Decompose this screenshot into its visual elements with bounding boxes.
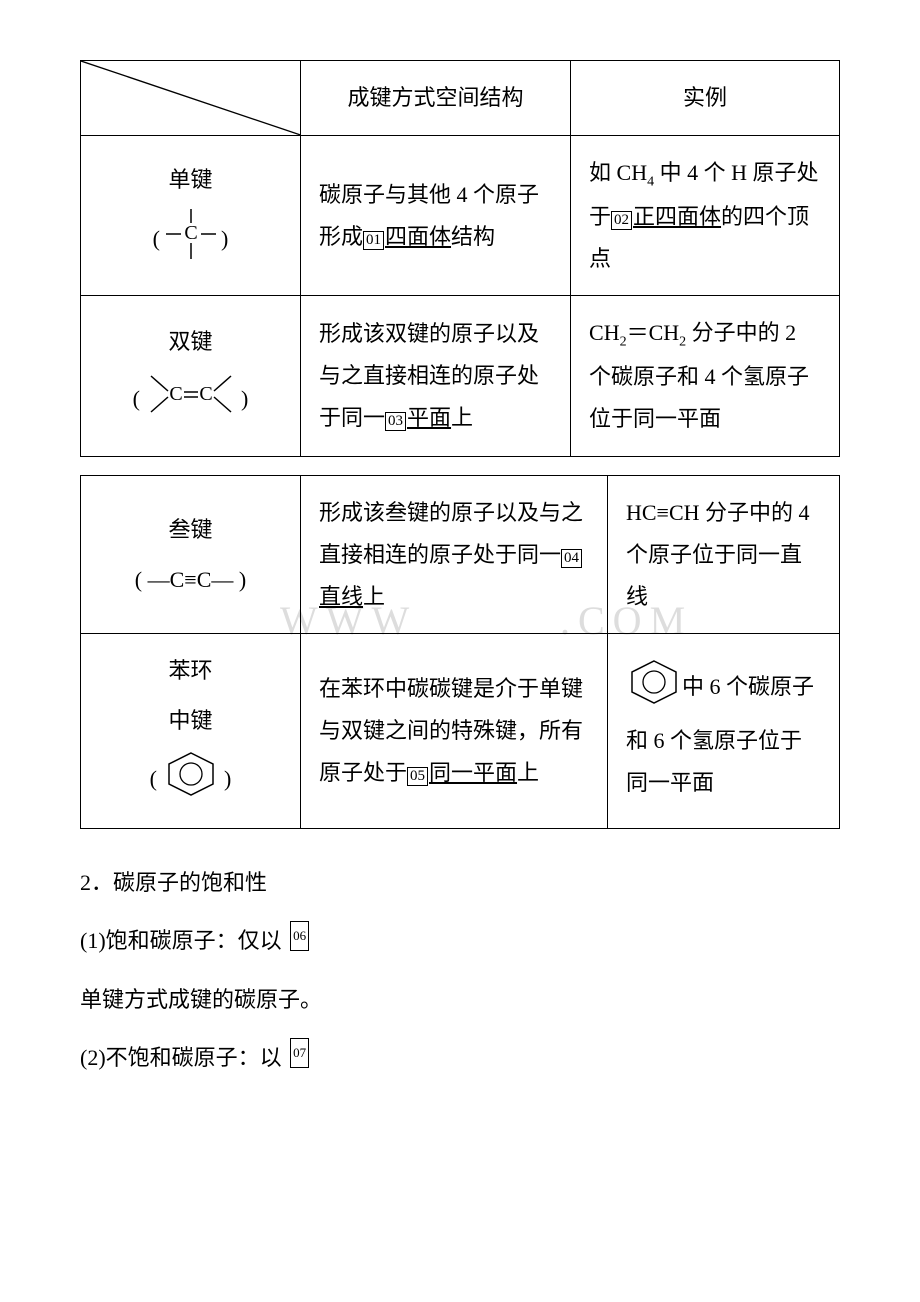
box-number-super: 06 [290,921,309,952]
bond-structure-benzene: ( ) [150,766,232,791]
col2-cell: 形成该叁键的原子以及与之直接相连的原子处于同一04 直线上 [301,475,608,633]
bond-structure-single: ( C ) [153,226,229,251]
box-number: 03 [385,412,406,431]
cell-text: 上 [451,405,473,430]
svg-text:C: C [169,383,182,405]
underlined-term: 平面 [407,405,451,430]
item-1-line1: (1)饱和碳原子：仅以 06 [80,917,840,965]
underlined-term: 正四面体 [633,204,721,229]
bond-table-bottom: 叁键 ( —C≡C— ) 形成该叁键的原子以及与之直接相连的原子处于同一04 直线… [80,475,840,829]
cell-text: 上 [363,584,385,609]
item-1-line2: 单键方式成键的碳原子。 [80,976,840,1024]
bond-cell-double: 双键 ( C C ) [81,296,301,457]
benzene-ring-icon [626,658,682,706]
benzene-inline [626,658,682,720]
bond-label-line1: 苯环 [99,650,282,692]
cell-text: ＝CH [627,320,680,345]
box-number-super: 07 [290,1038,309,1069]
header-col2: 成键方式空间结构 [301,61,571,136]
col3-cell: 如 CH4 中 4 个 H 原子处于02正四面体的四个顶点 [571,135,840,296]
item-text: (2)不饱和碳原子：以 [80,1045,282,1070]
item-2-line1: (2)不饱和碳原子：以 07 [80,1034,840,1082]
svg-text:C: C [199,383,212,405]
underlined-term: 同一平面 [429,760,517,785]
col2-cell: 形成该双键的原子以及与之直接相连的原子处于同一03平面上 [301,296,571,457]
table-gap [80,457,840,475]
item-text: (1)饱和碳原子：仅以 [80,928,282,953]
box-number: 01 [363,231,384,250]
diagonal-line-icon [81,61,300,135]
bond-structure-triple: ( —C≡C— ) [135,567,246,592]
cell-text: 如 CH [589,160,647,185]
bond-label-line2: 中键 [99,700,282,742]
benzene-ring-icon [163,750,219,798]
col2-cell: 碳原子与其他 4 个原子形成01四面体结构 [301,135,571,296]
svg-text:C: C [184,222,197,244]
bond-cell-single: 单键 ( C ) [81,135,301,296]
bond-cell-benzene: 苯环 中键 ( ) [81,634,301,828]
subscript: 2 [620,335,627,350]
box-number: 04 [561,549,582,568]
saturation-section: 2．碳原子的饱和性 (1)饱和碳原子：仅以 06 单键方式成键的碳原子。 (2)… [80,859,840,1083]
table-row: 苯环 中键 ( ) 在苯环中碳碳键是介于单键与双键之间的特殊键，所有原子处于05… [81,634,840,828]
double-bond-icon: C C [146,371,236,417]
table-header-row: 成键方式空间结构 实例 [81,61,840,136]
diagonal-header-cell [81,61,301,136]
table-row: 叁键 ( —C≡C— ) 形成该叁键的原子以及与之直接相连的原子处于同一04 直线… [81,475,840,633]
single-bond-icon: C [166,209,216,259]
section-heading: 2．碳原子的饱和性 [80,859,840,907]
col2-cell: 在苯环中碳碳键是介于单键与双键之间的特殊键，所有原子处于05同一平面上 [301,634,608,828]
table-row: 单键 ( C ) 碳原子与其他 4 个原子形成01四面体结构 如 CH4 中 4… [81,135,840,296]
table-row: 双键 ( C C ) 形成该双键的原子以及与之直接相连的 [81,296,840,457]
box-number: 05 [407,767,428,786]
col3-cell: HC≡CH 分子中的 4 个原子位于同一直线 [607,475,839,633]
cell-text: CH [589,320,620,345]
bond-label: 单键 [99,159,282,201]
bond-cell-triple: 叁键 ( —C≡C— ) [81,475,301,633]
cell-text: 上 [517,760,539,785]
bond-table-top: 成键方式空间结构 实例 单键 ( C ) 碳原子与其他 4 个原子形成01四面体… [80,60,840,457]
bond-label: 叁键 [99,509,282,551]
underlined-term: 直线 [319,584,363,609]
col3-cell: 中 6 个碳原子和 6 个氢原子位于同一平面 [607,634,839,828]
cell-text: 形成该叁键的原子以及与之直接相连的原子处于同一 [319,500,583,567]
col3-cell: CH2＝CH2 分子中的 2 个碳原子和 4 个氢原子位于同一平面 [571,296,840,457]
bond-label: 双键 [99,321,282,363]
cell-text: 结构 [451,224,495,249]
bond-structure-double: ( C C ) [133,386,249,411]
header-col3: 实例 [571,61,840,136]
underlined-term: 四面体 [385,224,451,249]
box-number: 02 [611,211,632,230]
